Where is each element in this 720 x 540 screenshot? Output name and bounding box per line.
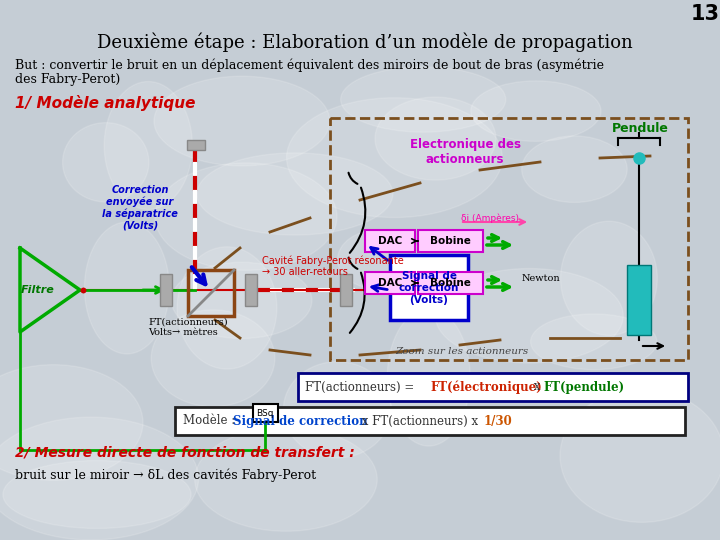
Bar <box>365 230 415 252</box>
Ellipse shape <box>155 163 337 270</box>
Text: Newton: Newton <box>522 274 561 283</box>
Text: Cavité Fabry-Perot résonante
→ 30 aller-retours: Cavité Fabry-Perot résonante → 30 aller-… <box>262 255 404 277</box>
Ellipse shape <box>194 427 377 531</box>
Text: Deuxième étape : Elaboration d’un modèle de propagation: Deuxième étape : Elaboration d’un modèle… <box>97 32 633 52</box>
Ellipse shape <box>387 309 470 446</box>
Text: Electronique des
actionneurs: Electronique des actionneurs <box>410 138 521 166</box>
Ellipse shape <box>531 314 657 370</box>
Ellipse shape <box>287 98 503 218</box>
Bar <box>253 404 278 422</box>
Text: FT(pendule): FT(pendule) <box>543 381 624 394</box>
Ellipse shape <box>63 123 149 202</box>
Text: But : convertir le bruit en un déplacement équivalent des miroirs de bout de bra: But : convertir le bruit en un déplaceme… <box>15 58 604 72</box>
Text: 1/30: 1/30 <box>484 415 513 428</box>
Text: FT(actionneurs) =: FT(actionneurs) = <box>305 381 418 394</box>
Ellipse shape <box>338 230 421 289</box>
Text: Correction
envoyée sur
la séparatrice
(Volts): Correction envoyée sur la séparatrice (V… <box>102 185 178 231</box>
Ellipse shape <box>561 221 657 335</box>
Ellipse shape <box>154 76 330 166</box>
Ellipse shape <box>0 417 199 540</box>
Text: bruit sur le miroir → δL des cavités Fabry-Perot: bruit sur le miroir → δL des cavités Fab… <box>15 468 316 482</box>
Bar <box>188 270 234 316</box>
Ellipse shape <box>284 362 391 458</box>
Text: 13: 13 <box>690 4 719 24</box>
Bar <box>187 140 205 150</box>
Ellipse shape <box>522 136 627 202</box>
Text: x: x <box>530 381 544 394</box>
Bar <box>160 274 172 306</box>
Bar <box>418 272 483 294</box>
Text: Modèle :: Modèle : <box>183 415 239 428</box>
Bar <box>365 272 415 294</box>
Ellipse shape <box>341 67 505 132</box>
Text: FT(électronique): FT(électronique) <box>430 380 541 394</box>
Text: 1/ Modèle analytique: 1/ Modèle analytique <box>15 95 196 111</box>
Ellipse shape <box>84 222 169 354</box>
Ellipse shape <box>560 389 720 522</box>
Text: FT(actionneurs)
Volts→ mètres: FT(actionneurs) Volts→ mètres <box>148 318 228 338</box>
Ellipse shape <box>197 153 393 235</box>
Ellipse shape <box>171 262 312 339</box>
Ellipse shape <box>375 97 496 180</box>
Text: Bobine: Bobine <box>430 278 470 288</box>
Bar <box>245 274 257 306</box>
Text: Zoom sur les actionneurs: Zoom sur les actionneurs <box>395 348 528 356</box>
Ellipse shape <box>177 247 277 369</box>
Ellipse shape <box>3 461 191 529</box>
Bar <box>418 230 483 252</box>
Text: Signal de
correction
(Volts): Signal de correction (Volts) <box>399 272 459 305</box>
Bar <box>298 373 688 401</box>
Ellipse shape <box>151 310 275 407</box>
Text: Pendule: Pendule <box>611 122 668 134</box>
Text: x FT(actionneurs) x: x FT(actionneurs) x <box>358 415 482 428</box>
Text: BSq: BSq <box>256 408 274 417</box>
Ellipse shape <box>0 364 143 480</box>
Bar <box>330 118 688 360</box>
Bar <box>390 255 468 320</box>
Text: Signal de correction: Signal de correction <box>233 415 368 428</box>
Bar <box>627 265 651 335</box>
Text: des Fabry-Perot): des Fabry-Perot) <box>15 73 120 86</box>
Text: δi (Ampères): δi (Ampères) <box>461 213 519 222</box>
Text: Bobine: Bobine <box>430 236 470 246</box>
Ellipse shape <box>436 268 624 363</box>
Text: DAC: DAC <box>378 236 402 246</box>
Ellipse shape <box>104 82 192 210</box>
Text: 2/ Mesure directe de fonction de transfert :: 2/ Mesure directe de fonction de transfe… <box>15 445 355 459</box>
Ellipse shape <box>471 81 601 141</box>
Bar <box>340 274 352 306</box>
Text: Filtre: Filtre <box>21 285 55 295</box>
Text: DAC: DAC <box>378 278 402 288</box>
Bar <box>175 407 685 435</box>
